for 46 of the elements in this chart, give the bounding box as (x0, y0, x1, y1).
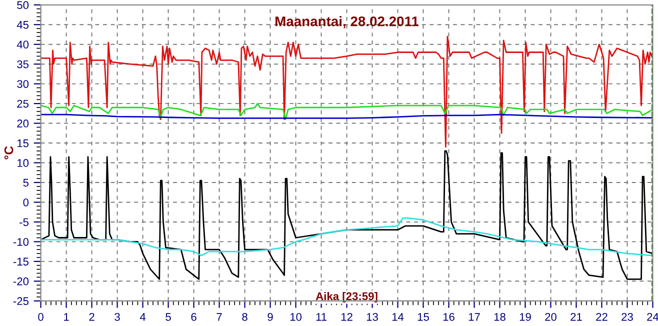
x-tick-label: 20 (545, 312, 556, 321)
y-tick-label: 0 (23, 198, 29, 206)
y-tick-label: -5 (20, 218, 29, 226)
y-tick-label: 45 (16, 21, 29, 29)
y-tick-label: -25 (13, 297, 29, 306)
x-tick-label: 21 (570, 312, 582, 321)
x-tick-label: 1 (64, 313, 69, 321)
y-tick-label: 5 (23, 178, 29, 187)
y-tick-label: -10 (13, 238, 29, 246)
text: Maanantai, 28.02.2011 (276, 16, 419, 28)
x-tick-label: 14 (392, 313, 404, 321)
x-tick-label: 11 (316, 313, 326, 321)
x-tick-label: 3 (114, 312, 120, 321)
x-tick-label: 0 (38, 312, 44, 321)
x-tick-label: 23 (622, 312, 633, 321)
y-tick-label: 20 (17, 120, 29, 128)
x-tick-label: 13 (366, 312, 378, 321)
y-tick-label: 10 (17, 159, 29, 167)
x-tick-label: 6 (191, 312, 196, 321)
x-tick-label: 9 (268, 312, 273, 321)
x-tick-label: 16 (443, 312, 454, 321)
y-axis-title: °C (4, 146, 14, 160)
x-tick-label: 4 (140, 313, 146, 321)
x-tick-label: 10 (290, 312, 302, 321)
line-series (40, 36, 653, 148)
x-tick-label: 17 (468, 313, 480, 321)
y-tick-label: -15 (13, 258, 29, 266)
x-tick-label: 15 (418, 313, 429, 321)
x-tick-label: 2 (89, 312, 94, 321)
y-tick-label: 25 (17, 100, 29, 108)
y-tick-label: 35 (17, 60, 29, 68)
x-tick-label: 5 (166, 313, 171, 321)
x-tick-label: 18 (494, 312, 506, 321)
y-tick-label: 50 (17, 1, 29, 10)
x-axis-title: Aika [23:59] (316, 292, 378, 302)
x-tick-label: 12 (341, 312, 352, 321)
x-tick-label: 8 (242, 312, 248, 321)
line-series (40, 217, 653, 256)
y-tick-label: 15 (17, 139, 29, 148)
x-tick-label: 22 (596, 312, 608, 321)
line-series (40, 102, 653, 120)
y-tick-label: -20 (13, 277, 29, 286)
x-tick-label: 7 (216, 313, 222, 321)
y-tick-label: 30 (17, 80, 29, 88)
x-tick-label: 19 (520, 312, 531, 321)
y-tick-label: 40 (16, 40, 29, 48)
